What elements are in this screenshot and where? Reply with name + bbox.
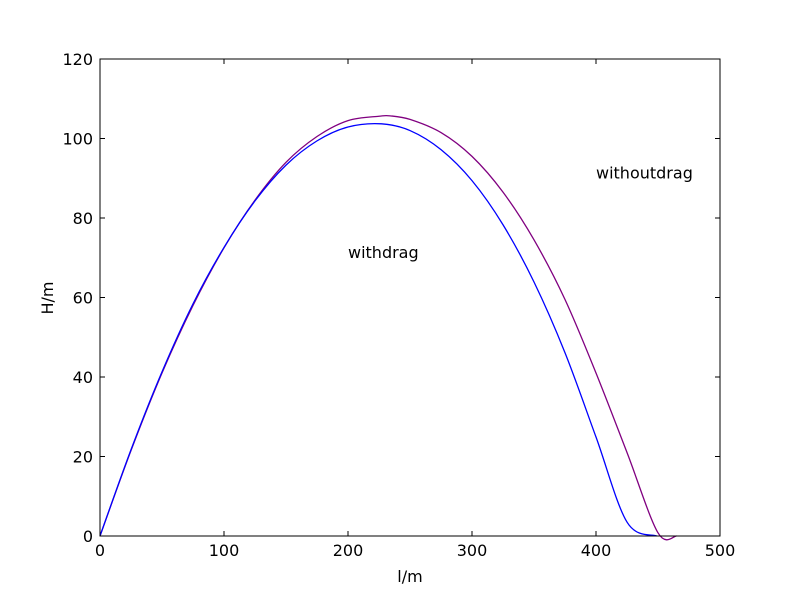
plot-background [100, 59, 720, 536]
series-line-1 [99, 114, 677, 541]
plot-area [100, 59, 720, 536]
x-tick-label: 300 [457, 541, 488, 560]
series-line-2 [99, 122, 658, 537]
annotation-1: withoutdrag [596, 163, 693, 182]
x-tick-label: 400 [581, 541, 612, 560]
annotation-layer: withoutdrag withdrag [348, 163, 693, 262]
x-tick-label: 100 [209, 541, 240, 560]
y-tick-label: 120 [62, 50, 93, 69]
y-tick-label: 60 [73, 289, 93, 308]
y-axis-label: H/m [38, 281, 57, 314]
y-tick-label: 80 [73, 209, 93, 228]
y-tick-label: 100 [62, 130, 93, 149]
x-tick-label: 500 [705, 541, 736, 560]
x-tick-label: 200 [333, 541, 364, 560]
y-tick-label: 20 [73, 448, 93, 467]
x-tick-label: 0 [95, 541, 105, 560]
axes-layer: 0 100 200 300 400 500 0 20 40 60 80 100 120 [62, 50, 735, 560]
y-tick-label: 0 [83, 527, 93, 546]
x-axis-label: l/m [397, 567, 422, 586]
y-tick-label: 40 [73, 368, 93, 387]
annotation-2: withdrag [348, 243, 419, 262]
series-layer [99, 114, 677, 541]
